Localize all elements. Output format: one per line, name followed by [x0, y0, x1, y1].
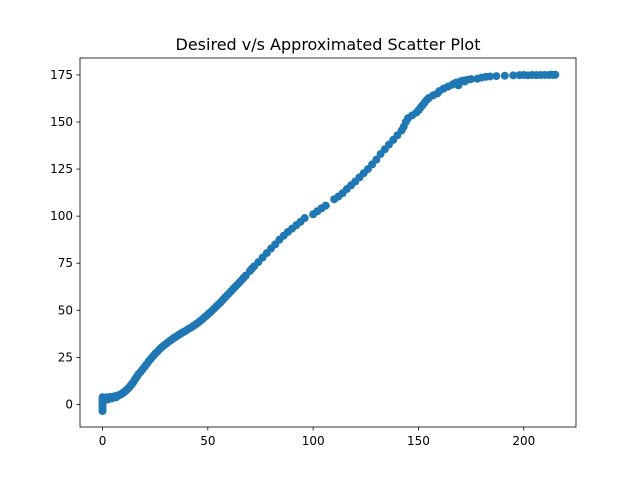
data-point	[467, 75, 476, 84]
data-point	[300, 214, 309, 223]
y-tick-label: 100	[50, 209, 73, 223]
data-point	[321, 201, 330, 210]
chart-title: Desired v/s Approximated Scatter Plot	[176, 35, 481, 54]
data-point	[551, 70, 560, 79]
x-tick-label: 0	[99, 434, 107, 448]
y-tick-label: 175	[50, 68, 73, 82]
points-layer	[98, 70, 560, 415]
y-tick-label: 75	[58, 256, 73, 270]
y-tick-label: 0	[65, 397, 73, 411]
x-tick-label: 50	[200, 434, 215, 448]
y-tick-label: 50	[58, 303, 73, 317]
x-tick-label: 100	[302, 434, 325, 448]
x-tick-label: 150	[407, 434, 430, 448]
data-point	[486, 72, 495, 81]
plot-frame	[79, 57, 577, 428]
data-point	[509, 71, 518, 80]
data-point	[500, 71, 509, 80]
y-tick-label: 125	[50, 162, 73, 176]
plot-area	[80, 58, 576, 427]
y-tick-label: 25	[58, 350, 73, 364]
x-tick-label: 200	[512, 434, 535, 448]
y-tick-label: 150	[50, 115, 73, 129]
axes-layer: 0 50 100 150 200 0 25 50 75 100 125 150 175	[50, 68, 535, 448]
data-point	[492, 72, 501, 81]
data-point	[372, 155, 381, 164]
